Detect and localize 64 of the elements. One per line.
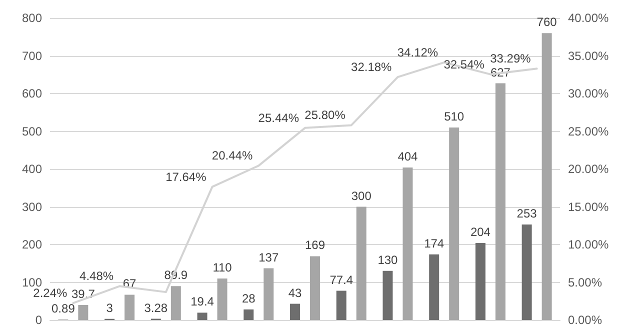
bar [124, 294, 135, 320]
data-label: 32.54% [444, 57, 485, 72]
bar [290, 304, 300, 320]
data-label: 39.7 [72, 287, 96, 302]
y-tick-label: 500 [22, 124, 42, 138]
data-label: 25.44% [258, 110, 300, 125]
y-tick-label: 0 [35, 313, 42, 327]
data-label: 3 [106, 300, 114, 315]
bar [244, 309, 254, 320]
data-label: 404 [398, 149, 418, 164]
y-tick-label: 600 [22, 86, 42, 100]
data-label: 43 [288, 286, 302, 300]
y2-tick-label: 30.00% [568, 86, 610, 100]
bar [197, 312, 208, 320]
bar [402, 167, 413, 320]
data-label: 130 [378, 252, 398, 267]
data-label: 253 [516, 206, 538, 220]
y2-tick-label: 40.00% [568, 11, 610, 25]
y-tick-label: 400 [22, 162, 42, 176]
data-label: 169 [304, 238, 326, 252]
data-label: 32.18% [351, 60, 392, 74]
data-label: 110 [212, 260, 232, 274]
y-tick-label: 700 [22, 48, 42, 63]
bar [170, 286, 181, 320]
bar [429, 254, 440, 320]
data-label: 4.48% [80, 269, 114, 284]
bar [475, 242, 486, 320]
data-label: 33.29% [490, 52, 532, 66]
y2-tick-label: 15.00% [568, 200, 610, 214]
data-label: 760 [536, 15, 558, 30]
y2-tick-label: 5.00% [568, 275, 602, 290]
bar [449, 127, 460, 320]
data-label: 20.44% [212, 148, 253, 163]
data-label: 300 [351, 188, 372, 203]
data-label: 3.28 [144, 300, 168, 315]
data-label: 174 [424, 236, 444, 250]
y-tick-label: 200 [22, 238, 42, 252]
y-tick-label: 800 [22, 11, 42, 25]
data-label: 137 [258, 250, 279, 264]
y2-tick-label: 20.00% [568, 162, 610, 176]
data-label: 77.4 [330, 272, 354, 287]
bar [217, 278, 228, 320]
y2-tick-label: 0.00% [568, 313, 602, 327]
y2-tick-label: 10.00% [568, 238, 610, 252]
bar [356, 206, 366, 320]
bar [336, 290, 346, 320]
data-label: 204 [470, 224, 491, 239]
data-label: 0.89 [52, 302, 76, 316]
bar [264, 268, 274, 320]
data-label: 34.12% [397, 45, 438, 60]
data-label: 510 [444, 109, 464, 124]
bar [78, 305, 88, 320]
bar [310, 256, 320, 320]
y-tick-label: 300 [22, 200, 42, 214]
data-label: 17.64% [166, 170, 207, 184]
bar [495, 83, 506, 320]
data-label: 28 [242, 291, 256, 306]
bar [542, 33, 552, 320]
y2-tick-label: 25.00% [568, 124, 610, 138]
bar [522, 224, 532, 320]
bar [382, 270, 393, 320]
y2-tick-label: 35.00% [568, 48, 610, 63]
data-label: 25.80% [304, 108, 346, 122]
data-label: 19.4 [190, 294, 214, 309]
